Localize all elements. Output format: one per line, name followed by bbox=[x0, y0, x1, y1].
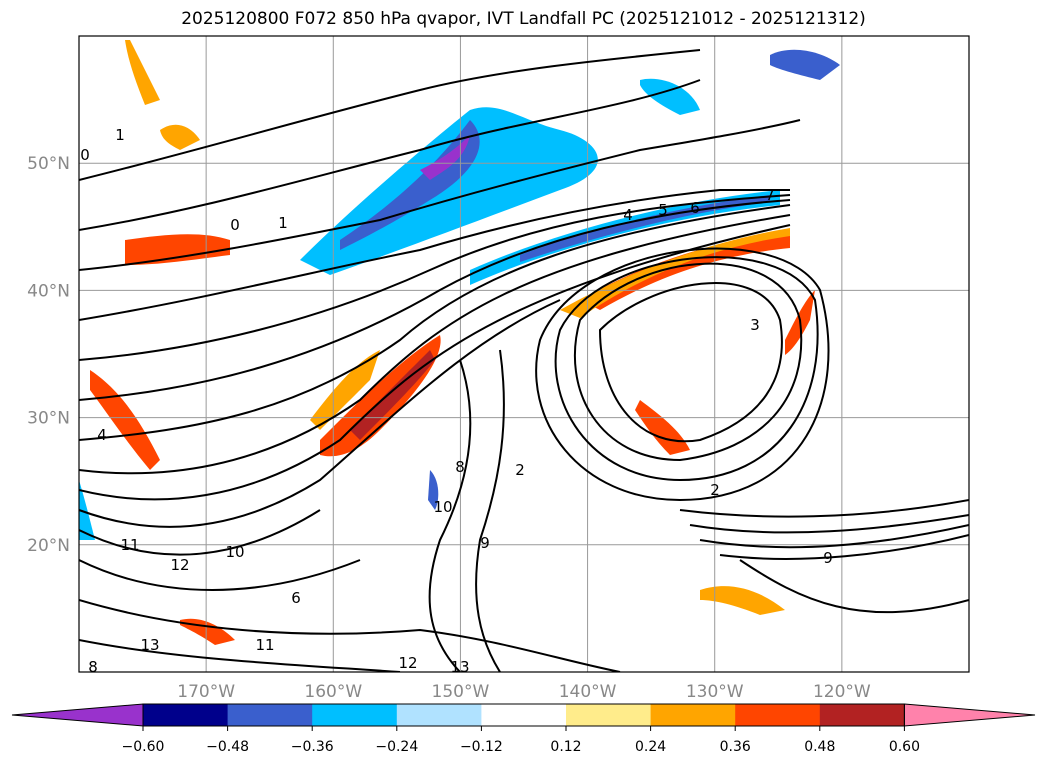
colorbar-segment bbox=[143, 704, 229, 726]
contour-label: 3 bbox=[750, 316, 760, 334]
chart-title: 2025120800 F072 850 hPa qvapor, IVT Land… bbox=[181, 9, 866, 29]
colorbar-tick-label: −0.60 bbox=[122, 739, 165, 755]
contour-label: 2 bbox=[515, 461, 525, 479]
contour-label: 9 bbox=[823, 549, 833, 567]
lat-tick-label: 30°N bbox=[27, 409, 70, 429]
contour-label: 1 bbox=[278, 214, 288, 232]
plot-frame bbox=[78, 35, 970, 673]
colorbar-tick-label: −0.12 bbox=[460, 739, 503, 755]
contour-label: 4 bbox=[97, 426, 107, 444]
contour-label: 0 bbox=[230, 216, 240, 234]
contour-label: 12 bbox=[398, 654, 417, 672]
negative-anomaly-core bbox=[340, 120, 480, 250]
colorbar-segment bbox=[481, 704, 567, 726]
positive-subtropical-band bbox=[320, 335, 441, 457]
colorbar-segment bbox=[735, 704, 821, 726]
lat-tick-label: 50°N bbox=[27, 154, 70, 174]
colorbar-frame bbox=[142, 703, 905, 727]
colorbar-tick-label: −0.24 bbox=[375, 739, 418, 755]
contour-label: 13 bbox=[140, 636, 159, 654]
lon-tick-label: 170°W bbox=[177, 682, 235, 702]
lat-tick-label: 20°N bbox=[27, 536, 70, 556]
contour-label: 8 bbox=[455, 458, 465, 476]
colorbar-max-extend bbox=[903, 703, 1036, 727]
lon-tick-label: 150°W bbox=[432, 682, 490, 702]
latitude-axis: 50°N 40°N 30°N 20°N bbox=[27, 154, 70, 556]
colorbar-segment bbox=[396, 704, 482, 726]
anomaly-shading bbox=[79, 40, 840, 645]
ivt-contours bbox=[79, 49, 969, 672]
contour-label: 11 bbox=[120, 536, 139, 554]
colorbar-tick-label: −0.36 bbox=[291, 739, 334, 755]
colorbar-segment bbox=[312, 704, 398, 726]
contour-label: 2 bbox=[710, 481, 720, 499]
contour-label: 6 bbox=[291, 589, 301, 607]
contour-label: 0 bbox=[80, 146, 90, 164]
lon-tick-label: 160°W bbox=[304, 682, 362, 702]
contour-label: 13 bbox=[450, 658, 469, 676]
colorbar-segment bbox=[227, 704, 313, 726]
contour-label: 6 bbox=[690, 199, 700, 217]
colorbar-tick-label: 0.12 bbox=[550, 739, 581, 755]
contour-label: 12 bbox=[170, 556, 189, 574]
contour-label: 4 bbox=[623, 206, 633, 224]
contour-label: 7 bbox=[765, 186, 775, 204]
contour-label: 9 bbox=[480, 534, 490, 552]
lat-tick-label: 40°N bbox=[27, 281, 70, 301]
colorbar-segment bbox=[566, 704, 652, 726]
contour-label: 11 bbox=[255, 636, 274, 654]
negative-jet-band bbox=[470, 190, 780, 285]
colorbar-tick-label: 0.48 bbox=[804, 739, 835, 755]
colorbar-tick-label: 0.60 bbox=[889, 739, 920, 755]
colorbar-min-extend bbox=[11, 703, 144, 727]
contour-label: 1 bbox=[115, 126, 125, 144]
contour-label: 10 bbox=[225, 543, 244, 561]
colorbar-segment bbox=[819, 704, 905, 726]
colorbar-tick-label: 0.24 bbox=[635, 739, 666, 755]
lon-tick-label: 120°W bbox=[813, 682, 871, 702]
contour-label: 10 bbox=[433, 498, 452, 516]
lon-tick-label: 130°W bbox=[686, 682, 744, 702]
colorbar-tick-label: 0.36 bbox=[720, 739, 751, 755]
lon-tick-label: 140°W bbox=[559, 682, 617, 702]
negative-anomaly-band bbox=[300, 107, 598, 276]
colorbar-segment bbox=[650, 704, 736, 726]
contour-label: 5 bbox=[658, 201, 668, 219]
colorbar: −0.60 −0.48 −0.36 −0.24 −0.12 0.12 0.24 0.36 0.4… bbox=[11, 703, 1036, 755]
contour-label: 8 bbox=[88, 658, 98, 676]
colorbar-tick-label: −0.48 bbox=[206, 739, 249, 755]
longitude-axis: 170°W 160°W 150°W 140°W 130°W 120°W bbox=[177, 682, 871, 702]
